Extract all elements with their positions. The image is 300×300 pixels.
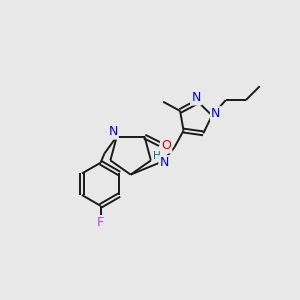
Text: H: H [153,151,160,161]
Text: N: N [160,156,169,170]
Text: F: F [97,216,104,229]
Text: O: O [161,139,171,152]
Text: N: N [108,125,118,138]
Text: N: N [191,91,201,104]
Text: N: N [211,107,220,120]
